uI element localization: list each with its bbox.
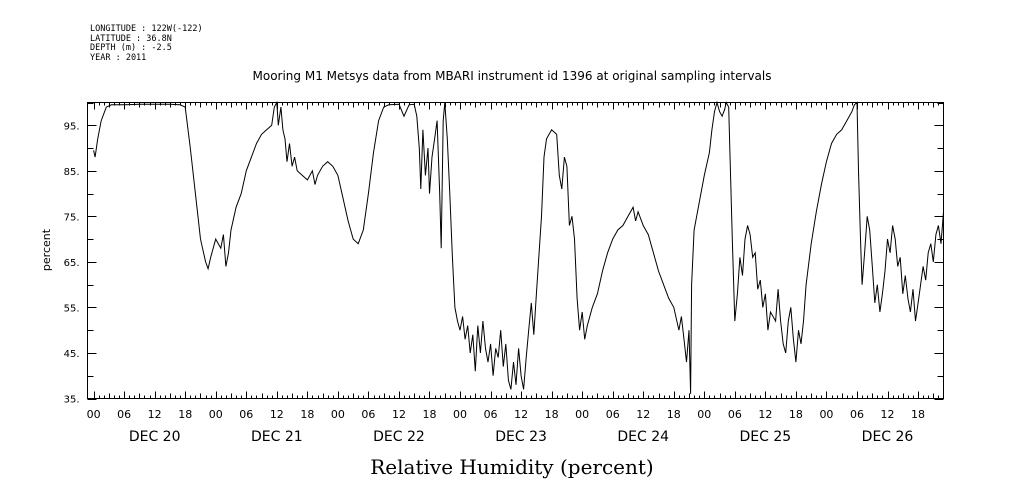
- x-hour-label: 18: [545, 408, 559, 421]
- meta-year: YEAR : 2011: [90, 53, 146, 63]
- x-hour-label: 18: [667, 408, 681, 421]
- x-hour-label: 00: [697, 408, 711, 421]
- y-tick-label: 85.: [64, 167, 80, 178]
- x-hour-label: 12: [270, 408, 284, 421]
- station-metadata: LONGITUDE : 122W(-122) LATITUDE : 36.8N …: [90, 24, 203, 63]
- y-axis-label: percent: [40, 228, 53, 271]
- x-hour-label: 12: [881, 408, 895, 421]
- y-tick-label: 35.: [64, 395, 80, 406]
- x-day-label: DEC 20: [129, 429, 181, 445]
- x-axis-label: Relative Humidity (percent): [370, 455, 653, 479]
- x-day-label: DEC 23: [495, 429, 547, 445]
- x-hour-label: 06: [850, 408, 864, 421]
- meta-latitude: LATITUDE : 36.8N: [90, 34, 172, 44]
- x-hour-label: 12: [514, 408, 528, 421]
- tick-labels: 35. 45. 55. 65. 75. 85. 95. 00 06 12 18 00 06 12 18 00 0…: [64, 121, 925, 445]
- x-hour-label: 12: [636, 408, 650, 421]
- x-hour-label: 18: [911, 408, 925, 421]
- x-hour-label: 18: [178, 408, 192, 421]
- x-hour-label: 06: [361, 408, 375, 421]
- x-hour-label: 00: [209, 408, 223, 421]
- x-day-label: DEC 25: [740, 429, 792, 445]
- meta-depth: DEPTH (m) : -2.5: [90, 43, 172, 53]
- x-hour-label: 00: [575, 408, 589, 421]
- x-hour-label: 00: [87, 408, 101, 421]
- x-hour-label: 12: [392, 408, 406, 421]
- x-hour-label: 06: [606, 408, 620, 421]
- x-hour-label: 00: [453, 408, 467, 421]
- y-tick-label: 55.: [64, 303, 80, 314]
- x-hour-label: 06: [728, 408, 742, 421]
- x-hour-label: 12: [758, 408, 772, 421]
- x-hour-label: 00: [819, 408, 833, 421]
- x-hour-label: 18: [422, 408, 436, 421]
- meta-longitude: LONGITUDE : 122W(-122): [90, 24, 203, 34]
- x-hour-label: 18: [789, 408, 803, 421]
- y-tick-label: 65.: [64, 258, 80, 269]
- x-hour-label: 18: [300, 408, 314, 421]
- x-hour-label: 12: [148, 408, 162, 421]
- x-hour-label: 06: [117, 408, 131, 421]
- x-day-label: DEC 26: [862, 429, 914, 445]
- humidity-series-line: [93, 100, 944, 394]
- axis-ticks: [87, 102, 944, 400]
- y-tick-label: 75.: [64, 212, 80, 223]
- plot-frame: [87, 102, 944, 399]
- chart-title: Mooring M1 Metsys data from MBARI instru…: [253, 69, 772, 83]
- x-hour-label: 06: [484, 408, 498, 421]
- y-tick-label: 95.: [64, 121, 80, 132]
- x-day-label: DEC 24: [617, 429, 669, 445]
- y-tick-label: 45.: [64, 349, 80, 360]
- x-hour-label: 00: [331, 408, 345, 421]
- x-day-label: DEC 22: [373, 429, 425, 445]
- x-day-label: DEC 21: [251, 429, 303, 445]
- x-hour-label: 06: [239, 408, 253, 421]
